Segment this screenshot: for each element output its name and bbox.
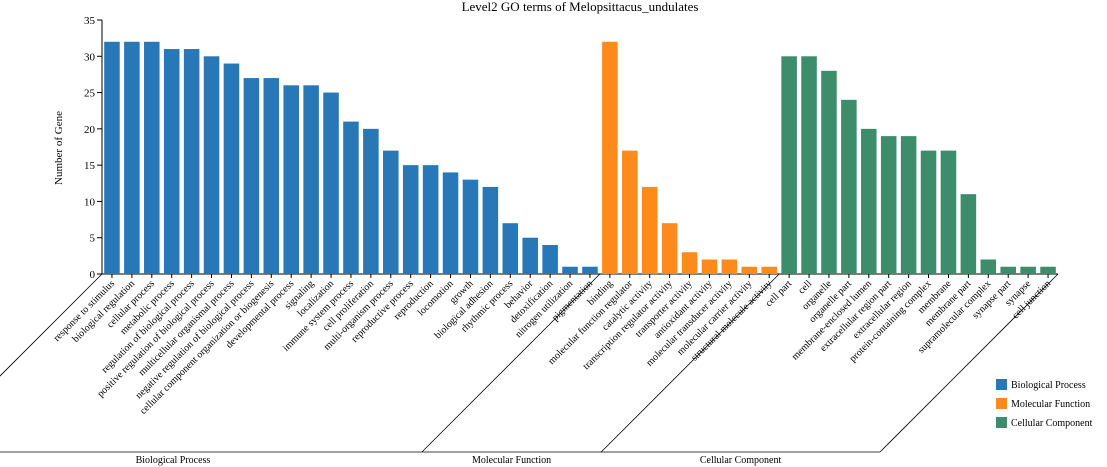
y-tick-label: 35 bbox=[84, 15, 96, 27]
bar-cell-junction bbox=[1040, 266, 1056, 274]
bar-antioxidant-activity bbox=[701, 259, 718, 274]
group-label-biological-process: Biological Process bbox=[136, 455, 211, 466]
bar-reproduction bbox=[422, 165, 439, 274]
bar-binding bbox=[602, 41, 618, 274]
bar-detoxification bbox=[542, 244, 558, 274]
y-tick-label: 20 bbox=[84, 124, 96, 136]
group-separator bbox=[421, 273, 601, 453]
legend: Biological Process Molecular Function Cell… bbox=[996, 379, 1093, 429]
bar-multi-organism-process bbox=[383, 150, 399, 274]
bar-membrane bbox=[940, 150, 957, 274]
y-tick-label: 30 bbox=[84, 51, 96, 63]
bar-developmental-process bbox=[283, 85, 299, 274]
bar-biological-adhesion bbox=[482, 186, 499, 274]
bar-synapse-part bbox=[1000, 266, 1016, 274]
bar-metabolic-process bbox=[163, 49, 180, 274]
bar-biological-regulation bbox=[124, 41, 140, 274]
group-labels: Biological Process Molecular Function Cell… bbox=[0, 273, 1059, 466]
group-label-cellular-component: Cellular Component bbox=[700, 455, 782, 466]
bar-molecular-transducer-activity bbox=[721, 259, 738, 274]
bar-protein-containing-complex bbox=[920, 150, 937, 274]
bar-signaling bbox=[303, 85, 319, 274]
bar-positive-regulation-of-biological-process bbox=[203, 56, 220, 274]
legend-swatch-molecular-function bbox=[996, 398, 1007, 409]
bars bbox=[104, 41, 1056, 274]
bar-organelle-part bbox=[841, 99, 857, 274]
bar-synapse bbox=[1020, 266, 1036, 274]
y-tick-label: 15 bbox=[84, 160, 96, 172]
bar-cell-proliferation bbox=[363, 128, 379, 274]
group-label-molecular-function: Molecular Function bbox=[472, 455, 551, 466]
bar-cell bbox=[801, 56, 817, 274]
bar-pigmentation bbox=[582, 266, 598, 274]
bar-extracellular-region bbox=[900, 136, 917, 274]
bar-organelle bbox=[821, 70, 837, 274]
bar-cell-part bbox=[781, 56, 797, 274]
bar-regulation-of-biological-process bbox=[183, 49, 200, 274]
group-separator bbox=[600, 273, 780, 453]
legend-label-biological-process: Biological Process bbox=[1011, 380, 1086, 391]
bar-cellular-process bbox=[144, 41, 160, 274]
bar-catalytic-activity bbox=[641, 186, 658, 274]
bar-transcription-regulator-activity bbox=[661, 223, 678, 274]
bar-cellular-component-organization-or-biogenesis bbox=[263, 78, 280, 274]
bar-rhythmic-process bbox=[502, 223, 519, 274]
bar-localization bbox=[323, 92, 339, 274]
y-tick-label: 10 bbox=[84, 196, 96, 208]
bar-immune-system-process bbox=[343, 121, 359, 274]
y-tick-label: 25 bbox=[84, 88, 96, 100]
bar-membrane-part bbox=[960, 194, 977, 274]
bar-nitrogen-utilization bbox=[562, 266, 578, 274]
bar-molecular-carrier-activity bbox=[741, 266, 758, 274]
y-tick-label: 5 bbox=[90, 233, 96, 245]
y-axis-label: Number of Gene bbox=[53, 111, 65, 185]
bar-negative-regulation-of-biological-process bbox=[243, 78, 260, 274]
legend-swatch-cellular-component bbox=[996, 417, 1007, 428]
bar-locomotion bbox=[442, 172, 459, 274]
bar-multicellular-organismal-process bbox=[223, 63, 240, 274]
bar-membrane-enclosed-lumen bbox=[861, 128, 877, 274]
bar-molecular-function-regulator bbox=[622, 150, 638, 274]
bar-supramolecular-complex bbox=[980, 259, 997, 274]
group-separator bbox=[0, 273, 103, 377]
bar-behavior bbox=[522, 237, 538, 274]
bar-response-to-stimulus bbox=[104, 41, 120, 274]
bar-reproductive-process bbox=[402, 165, 419, 274]
bar-extracellular-region-part bbox=[880, 136, 897, 274]
chart-title: Level2 GO terms of Melopsittacus_undulat… bbox=[462, 0, 699, 14]
bar-transporter-activity bbox=[681, 252, 698, 274]
legend-swatch-biological-process bbox=[996, 379, 1007, 390]
bar-structural-molecule-activity bbox=[761, 266, 777, 274]
group-separator bbox=[879, 273, 1059, 453]
legend-label-cellular-component: Cellular Component bbox=[1011, 418, 1093, 429]
y-tick-label: 0 bbox=[90, 269, 96, 281]
legend-label-molecular-function: Molecular Function bbox=[1011, 399, 1090, 410]
bar-growth bbox=[462, 179, 479, 274]
axes: 0 5 10 15 20 25 30 35 bbox=[84, 15, 1058, 281]
